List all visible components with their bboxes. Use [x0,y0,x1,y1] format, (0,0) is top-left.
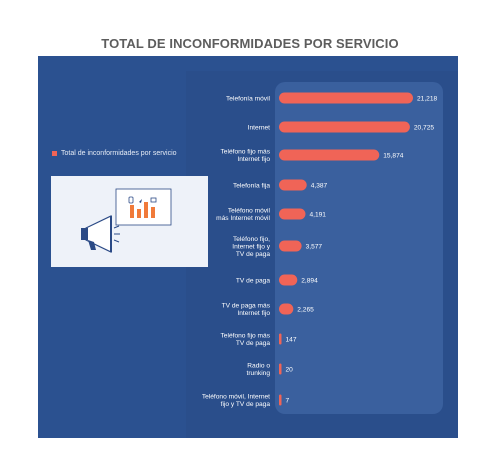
category-label-8: Teléfono fijo más TV de paga [221,333,271,348]
legend-label: Total de inconformidades por servicio [61,150,177,157]
bar-value-label-0: 21,218 [417,95,438,102]
category-label-line: Internet fijo y [232,243,270,250]
bar-value-label-3: 4,387 [311,182,328,189]
category-label-line: TV de paga [236,251,270,258]
chart-card [275,82,443,414]
category-label-line: TV de paga [236,277,270,284]
bar-value-label-2: 15,874 [383,152,404,159]
legend-swatch [52,151,57,156]
category-label-line: TV de paga más [222,303,271,310]
category-label-line: Internet fijo [237,310,270,317]
category-label-9: Radio o trunking [247,363,271,378]
illustration-panel [51,176,208,267]
category-label-line: Telefonía móvil [226,95,271,102]
category-label-line: Telefonía fija [233,182,270,189]
category-label-line: fijo y TV de paga [221,401,271,408]
bar-value-label-10: 7 [286,397,290,404]
category-label-5: Teléfono fijo, Internet fijo y TV de paga [232,236,270,258]
category-label-line: Teléfono móvil, Internet [202,394,270,401]
category-label-line: Radio o [247,363,270,370]
category-label-10: Teléfono móvil, Internet fijo y TV de pag… [202,394,270,409]
bar-1 [279,121,410,133]
category-label-line: Internet fijo [237,156,270,163]
bar-10 [279,394,282,406]
bar-8 [279,333,282,345]
bar-4 [279,208,306,220]
category-label-line: Internet [248,124,271,131]
category-label-1: Internet [248,124,271,131]
page-title: TOTAL DE INCONFORMIDADES POR SERVICIO [101,36,399,51]
bar-2 [279,149,380,161]
bar-value-label-1: 20,725 [414,124,435,131]
bar-value-label-4: 4,191 [309,211,326,218]
bar-5 [279,240,302,252]
bar-value-label-6: 2,894 [301,277,318,284]
category-label-line: TV de paga [236,340,270,347]
legend: Total de inconformidades por servicio [52,150,177,157]
bar-value-label-8: 147 [286,336,297,343]
category-label-line: Teléfono móvil [228,208,271,215]
bar-0 [279,92,413,104]
category-label-line: trunking [247,370,271,377]
category-label-6: TV de paga [236,277,270,284]
category-label-line: Teléfono fijo más [221,333,271,340]
category-label-7: TV de paga más Internet fijo [222,303,271,318]
bar-value-label-7: 2,265 [297,306,314,313]
bar-value-label-9: 20 [286,366,294,373]
bar-7 [279,303,294,315]
category-label-3: Telefonía fija [233,182,270,189]
megaphone-chart-icon [81,188,172,253]
category-label-0: Telefonía móvil [226,95,271,102]
bar-6 [279,274,298,286]
bar-9 [279,363,282,375]
category-label-line: Teléfono fijo más [221,149,271,156]
bar-3 [279,179,307,191]
category-label-4: Teléfono móvil más Internet móvil [216,208,270,223]
category-label-2: Teléfono fijo más Internet fijo [221,149,271,164]
category-label-line: Teléfono fijo, [233,236,270,243]
category-label-line: más Internet móvil [216,215,270,222]
bar-value-label-5: 3,577 [306,243,323,250]
